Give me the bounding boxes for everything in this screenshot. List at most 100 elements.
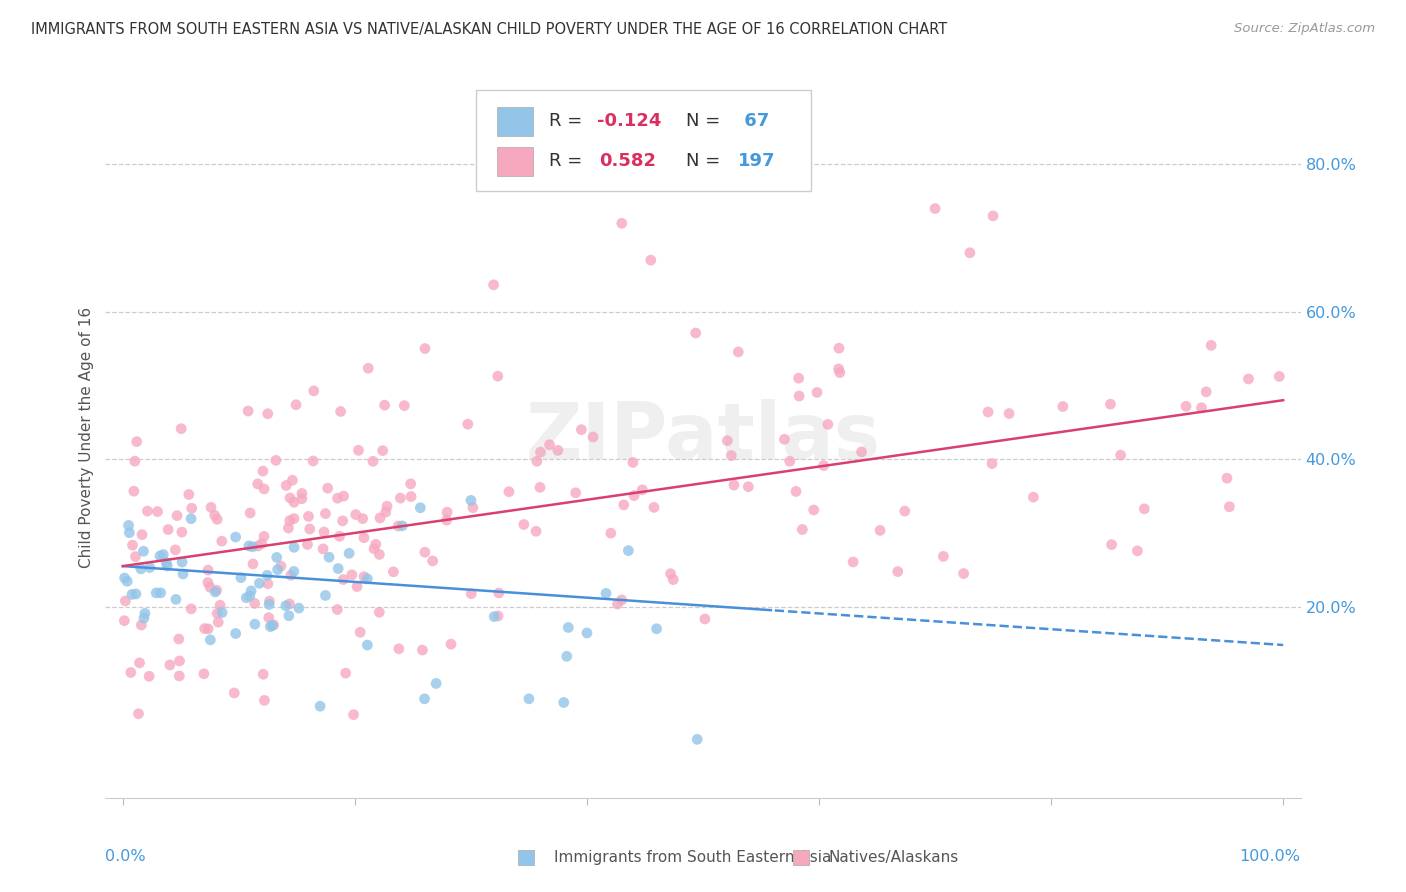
Point — [259, 619, 281, 633]
Point — [394, 399, 416, 413]
Point — [353, 570, 375, 584]
Point — [240, 583, 263, 598]
Point — [128, 656, 150, 670]
Point — [252, 464, 274, 478]
Point — [981, 209, 1004, 223]
Point — [236, 404, 259, 418]
Point — [924, 202, 946, 216]
Point — [1216, 471, 1239, 485]
Point — [1191, 401, 1213, 415]
Point — [488, 586, 510, 600]
Point — [617, 543, 640, 558]
Text: 197: 197 — [738, 152, 775, 170]
Point — [257, 598, 280, 612]
Point — [1268, 369, 1291, 384]
Point — [1052, 400, 1074, 414]
Point — [276, 478, 298, 492]
FancyBboxPatch shape — [517, 850, 534, 865]
Point — [166, 508, 188, 523]
Point — [457, 417, 479, 432]
Point — [125, 587, 148, 601]
Point — [114, 571, 136, 585]
Text: IMMIGRANTS FROM SOUTH EASTERN ASIA VS NATIVE/ALASKAN CHILD POVERTY UNDER THE AGE: IMMIGRANTS FROM SOUTH EASTERN ASIA VS NA… — [31, 22, 948, 37]
Point — [645, 622, 668, 636]
Point — [827, 362, 849, 376]
Point — [312, 524, 335, 539]
Text: Source: ZipAtlas.com: Source: ZipAtlas.com — [1234, 22, 1375, 36]
Point — [246, 476, 269, 491]
Point — [555, 649, 578, 664]
Point — [278, 514, 301, 528]
Point — [610, 593, 633, 607]
Point — [291, 491, 314, 506]
Point — [893, 504, 915, 518]
Point — [252, 667, 274, 681]
Point — [482, 609, 505, 624]
Point — [582, 430, 605, 444]
Point — [460, 493, 482, 508]
Point — [399, 490, 422, 504]
Point — [281, 473, 304, 487]
Point — [177, 487, 200, 501]
Text: 100.0%: 100.0% — [1240, 849, 1301, 864]
Point — [288, 601, 311, 615]
Point — [1022, 490, 1045, 504]
FancyBboxPatch shape — [498, 107, 533, 136]
Point — [361, 454, 384, 468]
Point — [165, 592, 187, 607]
Point — [134, 607, 156, 621]
Text: ZIPatlas: ZIPatlas — [526, 399, 880, 475]
Text: R =: R = — [548, 112, 588, 130]
Point — [486, 369, 509, 384]
Point — [131, 618, 153, 632]
Point — [149, 586, 172, 600]
Point — [112, 614, 135, 628]
Point — [302, 384, 325, 398]
Point — [209, 599, 232, 613]
Point — [302, 454, 325, 468]
Point — [205, 607, 228, 621]
Point — [283, 511, 305, 525]
Point — [229, 571, 252, 585]
Point — [595, 586, 617, 600]
Point — [413, 342, 436, 356]
Point — [257, 576, 280, 591]
Point — [1195, 384, 1218, 399]
Point — [792, 523, 814, 537]
Point — [124, 549, 146, 564]
Text: Immigrants from South Eastern Asia: Immigrants from South Eastern Asia — [554, 850, 831, 865]
Point — [259, 594, 281, 608]
Point — [685, 326, 707, 340]
Point — [382, 565, 405, 579]
Point — [787, 389, 810, 403]
Point — [207, 615, 229, 629]
Point — [121, 587, 143, 601]
Point — [225, 626, 247, 640]
Point — [204, 585, 226, 599]
Point — [194, 622, 217, 636]
Point — [1099, 397, 1122, 411]
Point — [368, 511, 391, 525]
Point — [314, 507, 336, 521]
Point — [716, 434, 738, 448]
Point — [517, 691, 540, 706]
Point — [344, 508, 367, 522]
Point — [806, 385, 828, 400]
Point — [613, 498, 636, 512]
Point — [114, 594, 136, 608]
Point — [557, 620, 579, 634]
Text: Natives/Alaskans: Natives/Alaskans — [828, 850, 959, 865]
Point — [180, 501, 202, 516]
Point — [235, 591, 257, 605]
Point — [1126, 544, 1149, 558]
FancyBboxPatch shape — [793, 850, 808, 865]
Point — [693, 612, 716, 626]
Point — [851, 445, 873, 459]
Point — [842, 555, 865, 569]
Point — [180, 511, 202, 525]
Point — [332, 514, 354, 528]
Point — [264, 453, 287, 467]
Point — [329, 404, 352, 418]
Point — [436, 513, 458, 527]
Point — [125, 434, 148, 449]
